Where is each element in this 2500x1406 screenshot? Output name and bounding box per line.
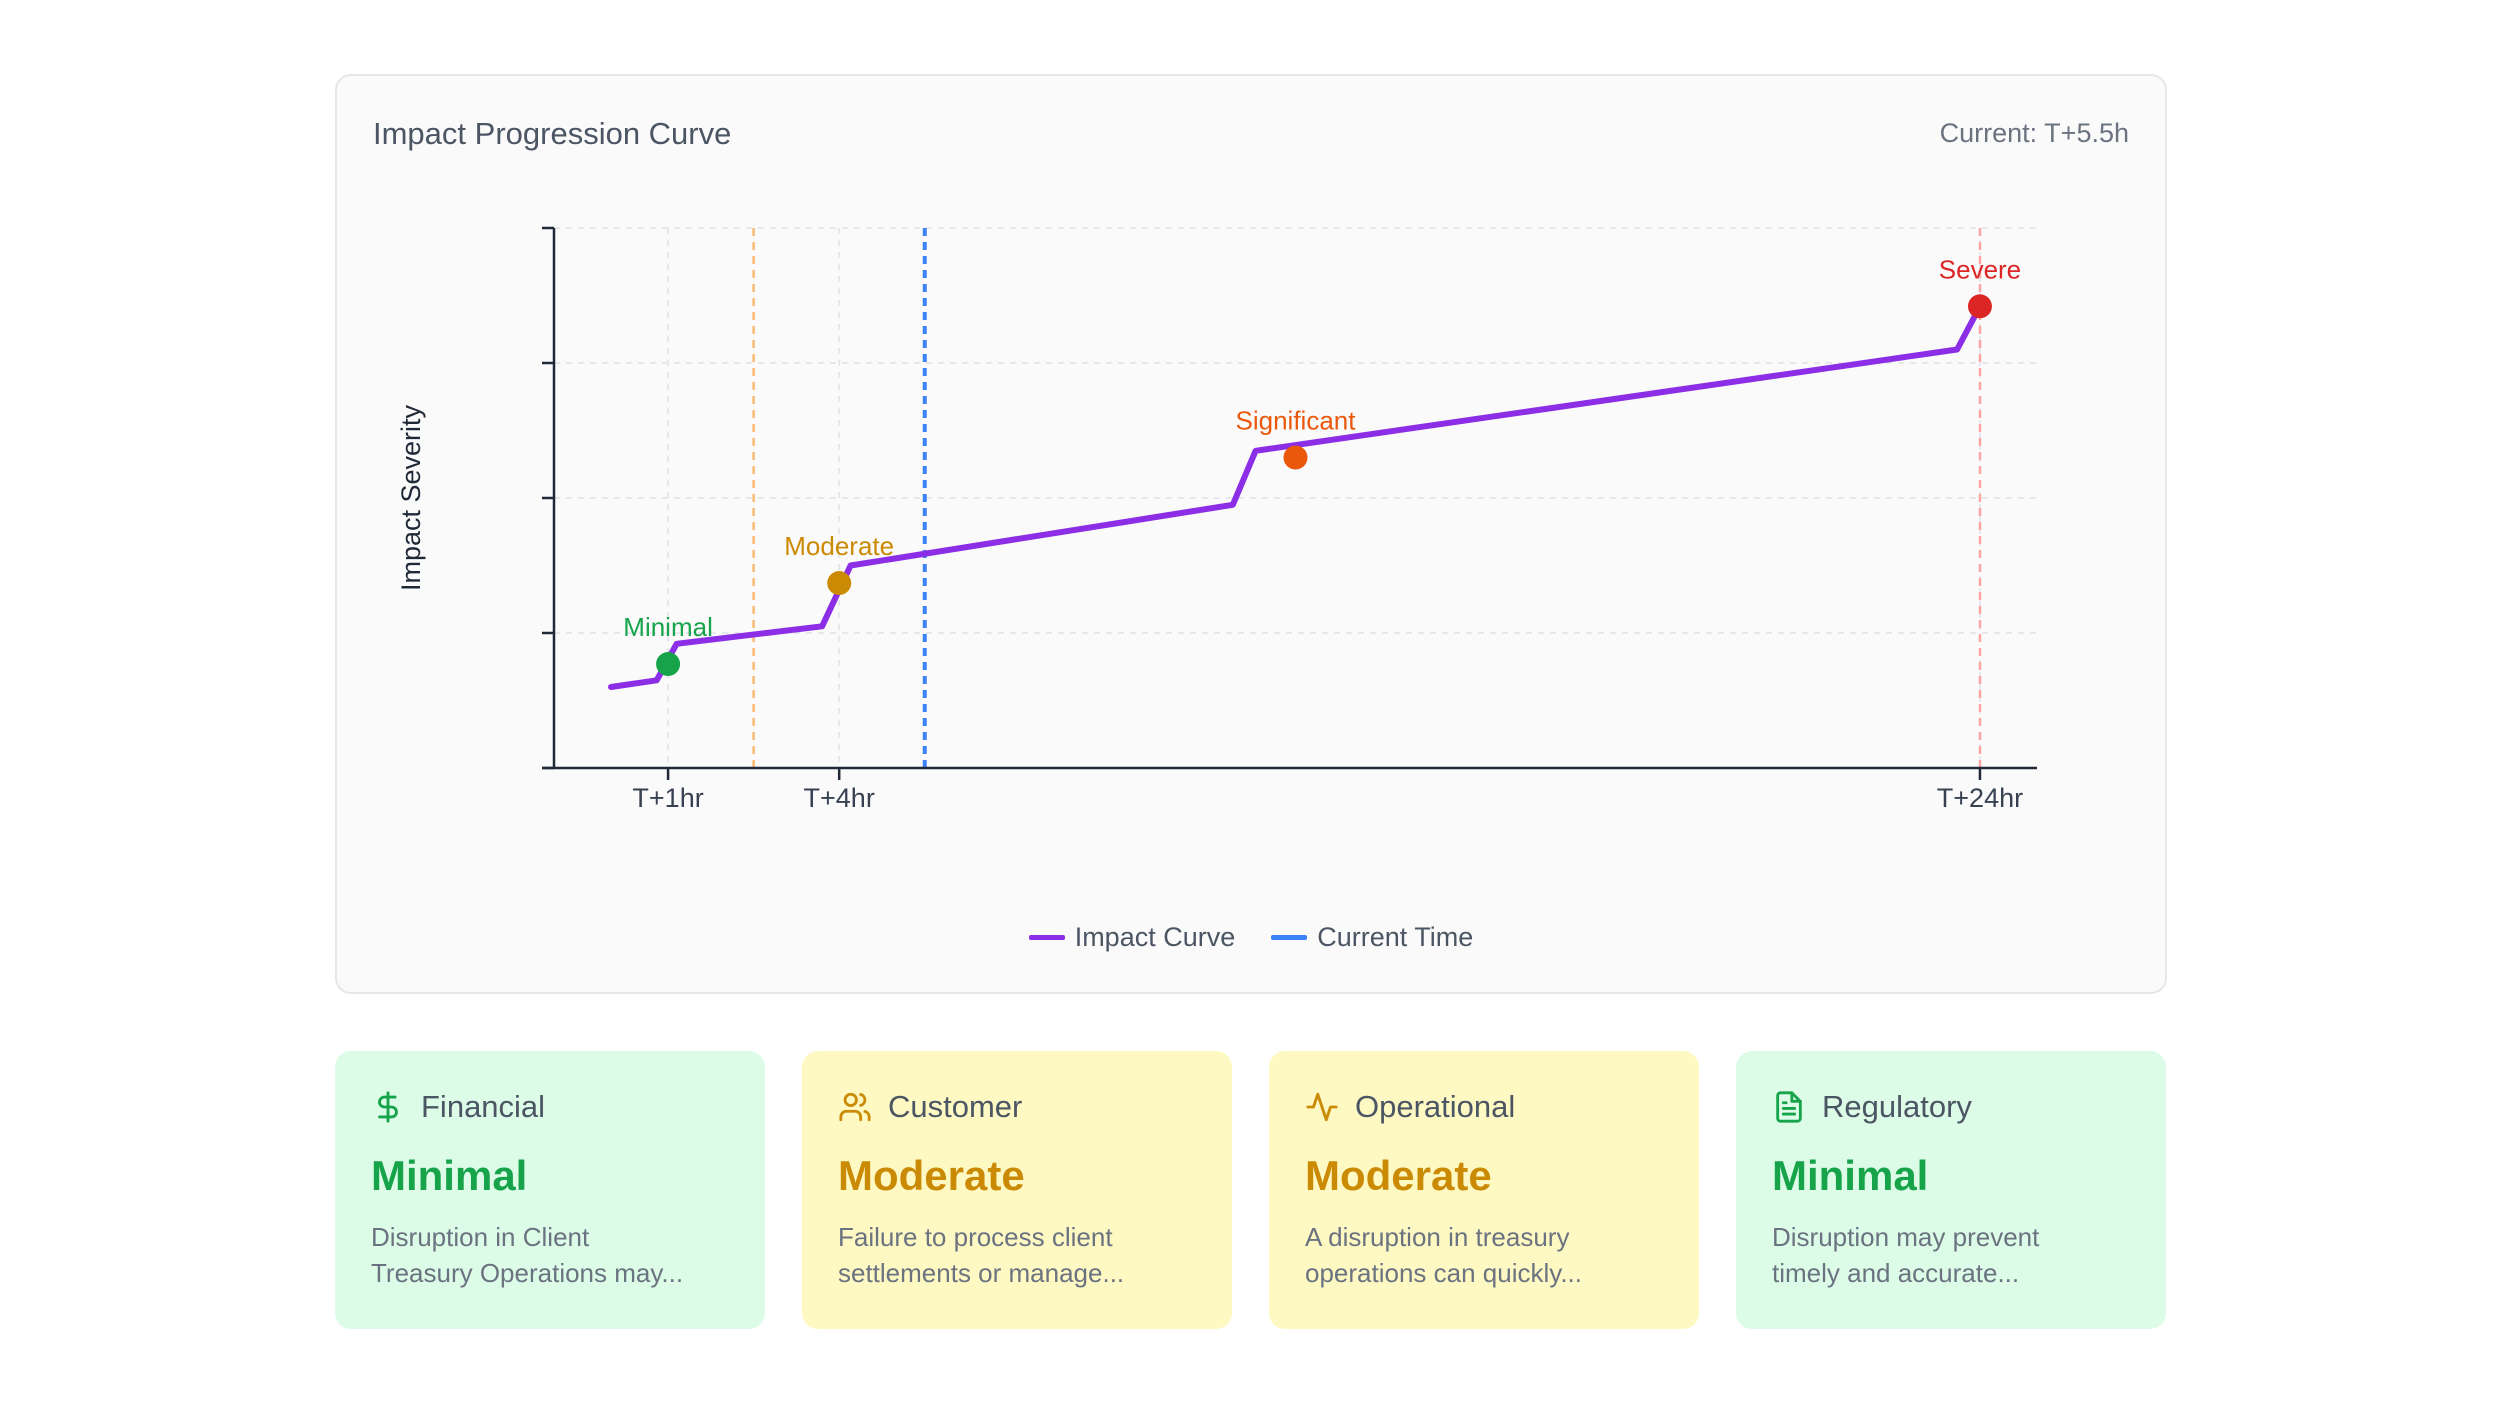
card-label: Regulatory (1822, 1089, 1972, 1124)
milestone-point (656, 652, 681, 677)
legend-item-impact-curve[interactable]: Impact Curve (1028, 922, 1236, 953)
current-time-readout: Current: T+5.5h (1939, 118, 2129, 148)
impact-card-financial[interactable]: Financial Minimal Disruption in Client T… (335, 1051, 765, 1329)
document-icon (1772, 1090, 1806, 1124)
axis-layer: T+1hr T+4hr T+24hr Impact Severity (396, 226, 2037, 813)
card-description: Failure to process client settlements or… (838, 1219, 1196, 1291)
milestone-label: Moderate (784, 531, 894, 561)
card-description-line: Disruption in Client (371, 1222, 590, 1252)
milestone-label: Minimal (623, 612, 713, 642)
milestone-point (1283, 445, 1308, 470)
chart-legend: Impact Curve Current Time (337, 922, 2165, 953)
card-description-line: A disruption in treasury (1305, 1222, 1570, 1252)
y-axis-label: Impact Severity (396, 404, 426, 591)
x-tick-label: T+24hr (1937, 783, 2023, 813)
legend-item-current-time[interactable]: Current Time (1271, 922, 1473, 953)
milestone-point (1967, 294, 1992, 319)
card-description-line: timely and accurate... (1772, 1258, 2020, 1288)
milestone-label: Severe (1939, 254, 2021, 284)
series-layer (608, 303, 1983, 690)
x-tick-label: T+1hr (632, 783, 703, 813)
card-description: Disruption in Client Treasury Operations… (371, 1219, 729, 1291)
milestone-label: Significant (1236, 406, 1357, 436)
card-label: Financial (421, 1089, 546, 1124)
card-level: Minimal (371, 1152, 528, 1199)
legend-label: Current Time (1317, 922, 1474, 952)
card-description: Disruption may prevent timely and accura… (1772, 1219, 2130, 1291)
users-icon (838, 1090, 872, 1124)
impact-cards: Financial Minimal Disruption in Client T… (335, 1051, 2167, 1329)
card-description-line: operations can quickly... (1305, 1258, 1582, 1288)
chart-title: Impact Progression Curve (373, 116, 732, 151)
activity-icon (1305, 1090, 1339, 1124)
impact-card-operational[interactable]: Operational Moderate A disruption in tre… (1269, 1051, 1699, 1329)
threshold-layer (752, 228, 1982, 768)
legend-swatch (1028, 935, 1065, 940)
legend-label: Impact Curve (1074, 922, 1236, 952)
card-description-line: Disruption may prevent (1772, 1222, 2040, 1252)
x-tick-label: T+4hr (804, 783, 875, 813)
grid-layer (554, 227, 2037, 768)
card-level: Minimal (1772, 1152, 1929, 1199)
dollar-icon (371, 1090, 405, 1124)
card-label: Operational (1355, 1089, 1516, 1124)
legend-swatch (1271, 935, 1308, 940)
milestone-point (827, 571, 852, 596)
impact-card-customer[interactable]: Customer Moderate Failure to process cli… (802, 1051, 1232, 1329)
impact-card-regulatory[interactable]: Regulatory Minimal Disruption may preven… (1736, 1051, 2166, 1329)
card-level: Moderate (838, 1152, 1025, 1199)
marker-layer: Minimal Moderate Significant Severe (623, 254, 2021, 677)
impact-curve-line (608, 303, 1983, 690)
card-description-line: settlements or manage... (838, 1258, 1125, 1288)
card-level: Moderate (1305, 1152, 1492, 1199)
impact-chart-card: Impact Progression Curve Current: T+5.5h… (335, 74, 2167, 994)
card-label: Customer (888, 1089, 1023, 1124)
card-description: A disruption in treasury operations can … (1305, 1219, 1663, 1291)
card-description-line: Failure to process client (838, 1222, 1113, 1252)
card-description-line: Treasury Operations may... (371, 1258, 684, 1288)
